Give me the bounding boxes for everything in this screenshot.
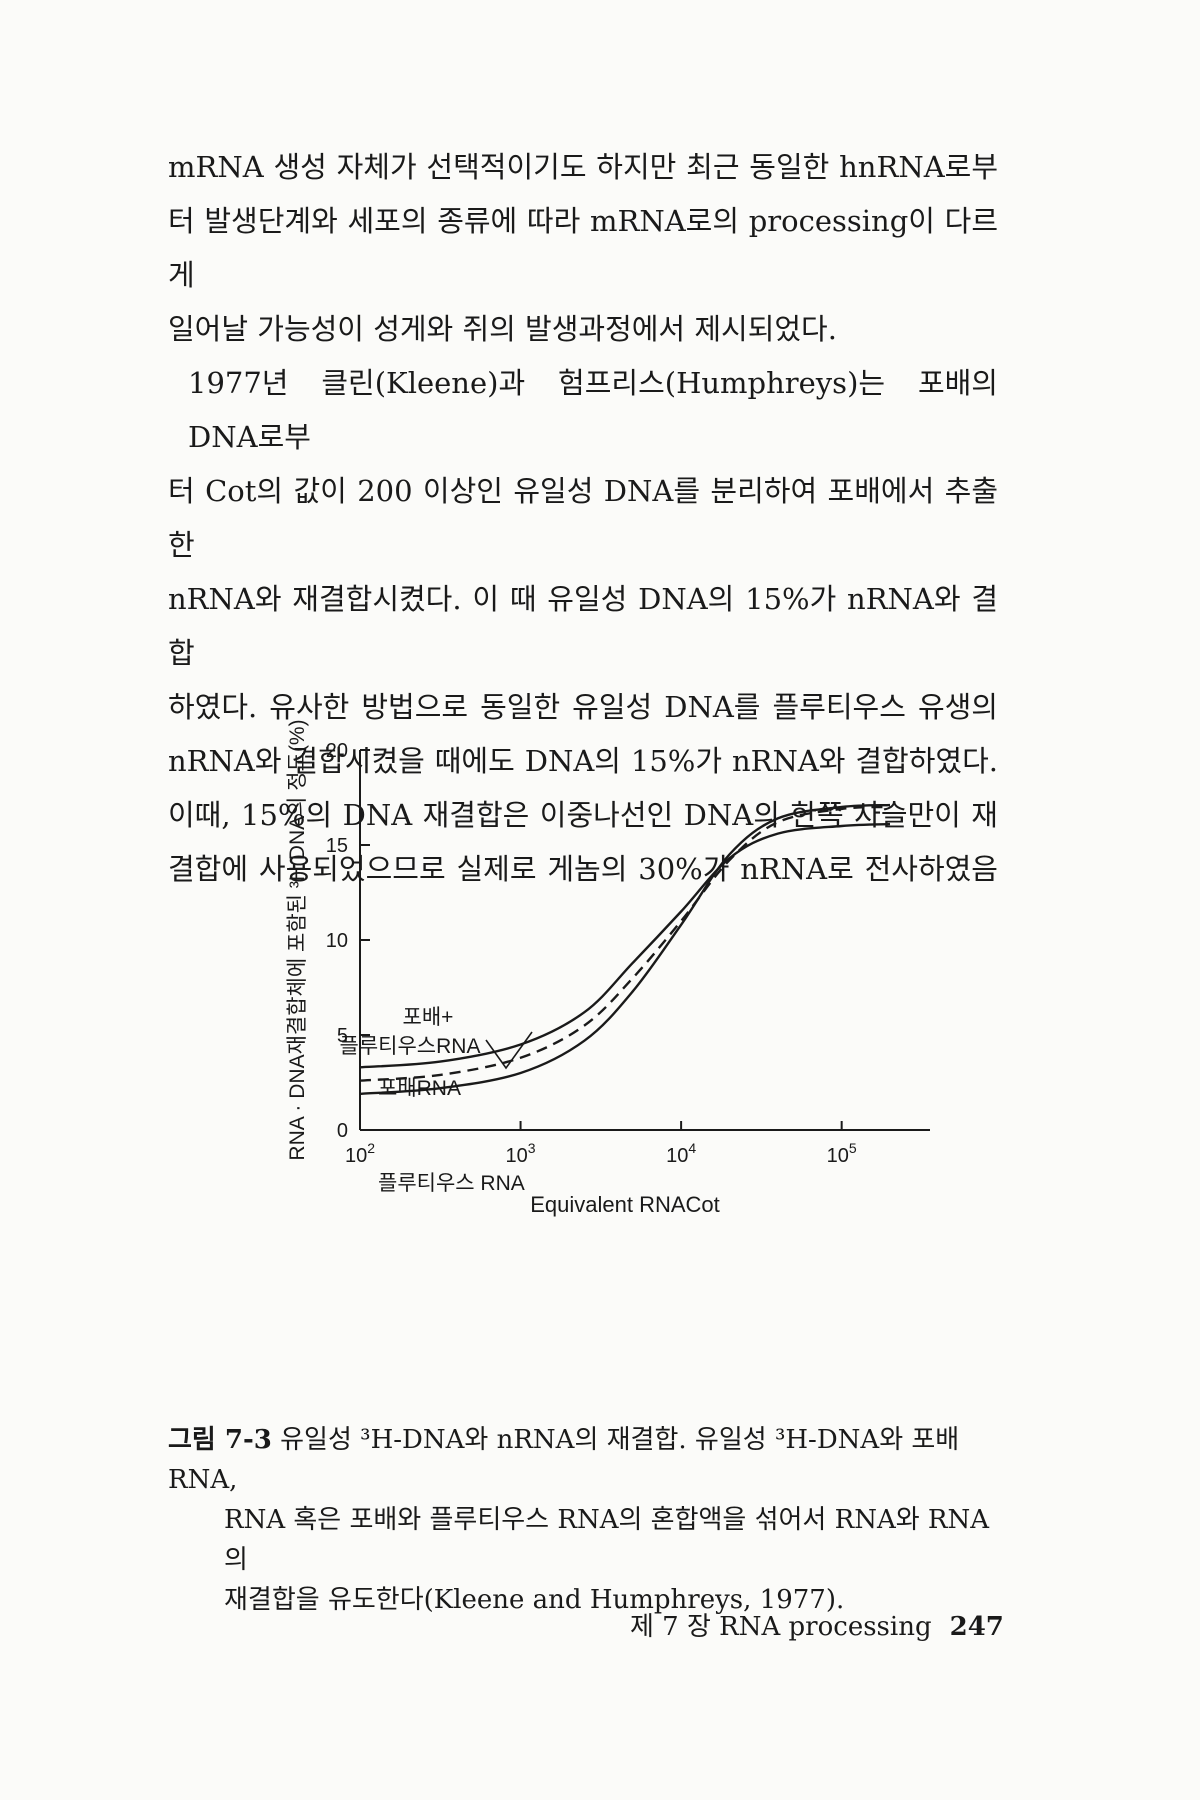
text-line: 터 Cot의 값이 200 이상인 유일성 DNA를 분리하여 포배에서 추출한 xyxy=(168,474,998,562)
y-tick-label: 10 xyxy=(326,930,348,952)
annotation-mixed-line1: 포배+ xyxy=(403,1006,454,1029)
mixed-rna-curve xyxy=(359,805,891,1082)
text-line: nRNA와 결합시켰을 때에도 DNA의 15%가 nRNA와 결합하였다. xyxy=(168,744,998,778)
text-line: 이때, 15%의 DNA 재결합은 이중나선인 DNA의 한쪽 사슬만이 재 xyxy=(168,798,998,832)
x-tick-label: 104 xyxy=(666,1140,696,1167)
y-tick-label: 15 xyxy=(326,835,348,857)
caption-line-1: 유일성 ³H-DNA와 nRNA의 재결합. 유일성 ³H-DNA와 포배 RN… xyxy=(168,1425,960,1495)
chapter-title: 제 7 장 RNA processing xyxy=(630,1612,932,1642)
text-line: 결합에 사용되었으므로 실제로 게놈의 30%가 nRNA로 전사하였음 xyxy=(168,852,998,886)
page-number: 247 xyxy=(949,1612,1004,1642)
y-axis-label: RNA · DNA재결합체에 포함된 ³H DNA의 정도(%) xyxy=(286,719,309,1160)
annotation-pointer xyxy=(485,1031,533,1070)
blastula-rna-curve xyxy=(359,822,891,1069)
annotation-pluteus: 플루티우스 RNA xyxy=(378,1172,525,1195)
text-line: mRNA 생성 자체가 선택적이기도 하지만 최근 동일한 hnRNA로부 xyxy=(168,150,998,184)
chart-labels: Equivalent RNACot RNA · DNA재결합체에 포함된 ³H D… xyxy=(286,719,720,1217)
text-line: 터 발생단계와 세포의 종류에 따라 mRNA로의 processing이 다르… xyxy=(168,204,998,292)
text-line: 1977년 클린(Kleene)과 험프리스(Humphreys)는 포배의 D… xyxy=(188,366,998,454)
annotation-blastula: 포배RNA xyxy=(378,1077,461,1100)
chart-curves xyxy=(359,803,891,1096)
text-line: 하였다. 유사한 방법으로 동일한 유일성 DNA를 플루티우스 유생의 xyxy=(168,690,998,724)
caption-line-3: 재결합을 유도한다(Kleene and Humphreys, 1977). xyxy=(224,1585,845,1615)
caption-label: 그림 7-3 xyxy=(168,1425,272,1455)
y-tick-label: 20 xyxy=(326,740,348,762)
annotation-mixed-line2: 플루티우스RNA xyxy=(340,1035,481,1058)
page-footer: 제 7 장 RNA processing 247 xyxy=(630,1606,1004,1643)
body-text: mRNA 생성 자체가 선택적이기도 하지만 최근 동일한 hnRNA로부 터 … xyxy=(168,140,998,896)
figure-caption: 그림 7-3 유일성 ³H-DNA와 nRNA의 재결합. 유일성 ³H-DNA… xyxy=(168,1420,998,1620)
text-line: nRNA와 재결합시켰다. 이 때 유일성 DNA의 15%가 nRNA와 결합 xyxy=(168,582,998,670)
x-tick-label: 105 xyxy=(827,1140,857,1167)
pluteus-rna-curve xyxy=(359,803,891,1096)
y-tick-label: 5 xyxy=(337,1025,348,1047)
hybridization-chart: 0 5 10 15 20 102 103 104 105 Equivalent RNACot RN… xyxy=(286,719,930,1217)
caption-line-2: RNA 혹은 포배와 플루티우스 RNA의 혼합액을 섞어서 RNA와 RNA의 xyxy=(224,1505,990,1575)
chart-axes: 0 5 10 15 20 102 103 104 105 xyxy=(326,740,930,1167)
x-tick-label: 102 xyxy=(345,1140,375,1167)
x-tick-label: 103 xyxy=(506,1140,536,1167)
x-axis-label: Equivalent RNACot xyxy=(530,1192,720,1217)
text-line: 일어날 가능성이 성게와 쥐의 발생과정에서 제시되었다. xyxy=(168,312,837,346)
y-tick-label: 0 xyxy=(337,1120,348,1142)
